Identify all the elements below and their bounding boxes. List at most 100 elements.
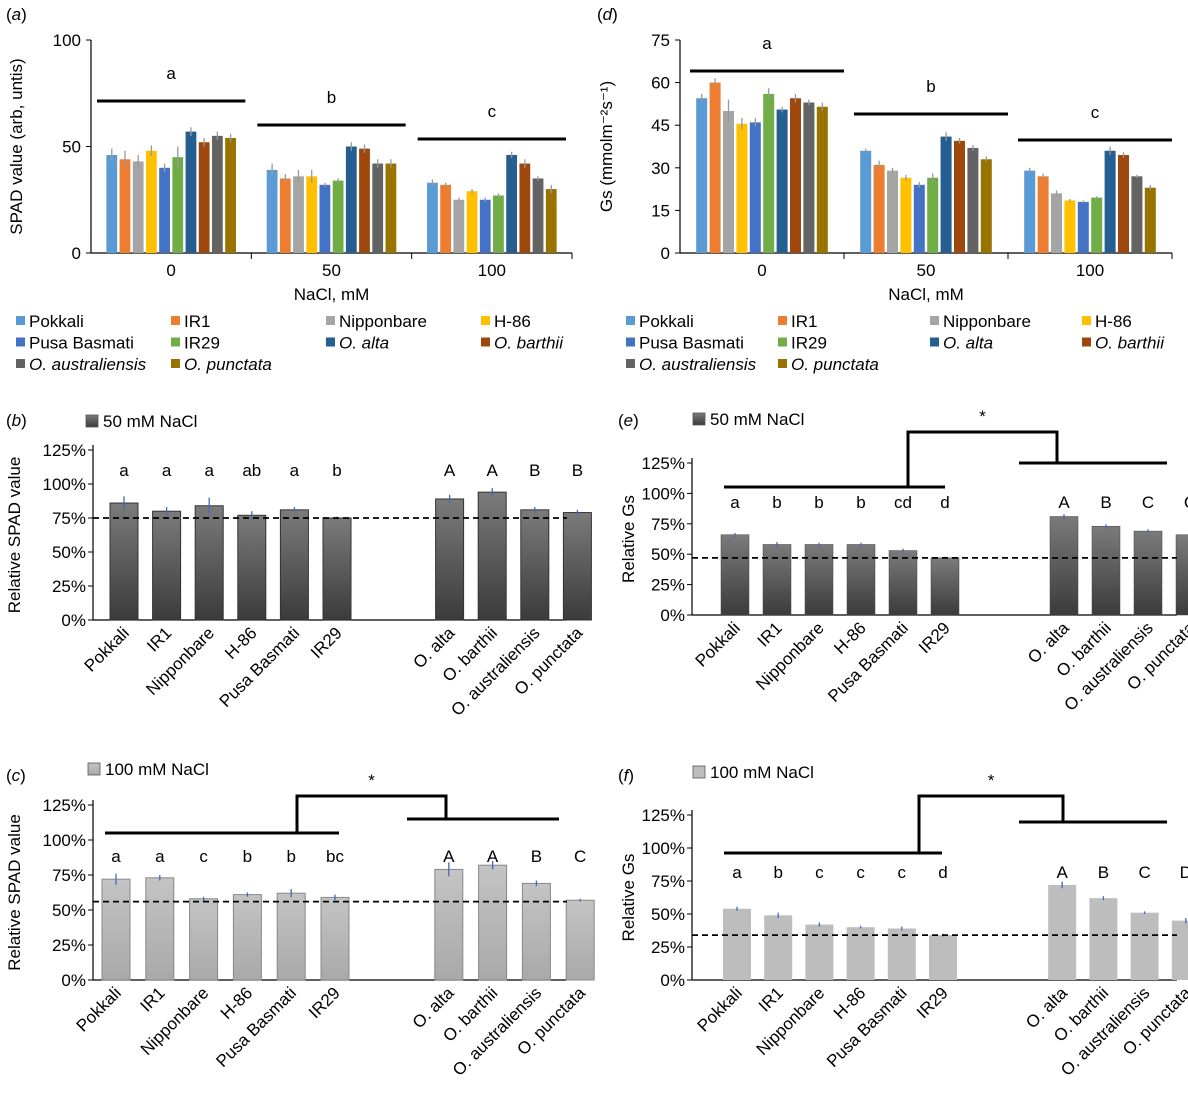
bar — [266, 169, 278, 253]
legend-swatch — [16, 316, 25, 325]
group-letter: c — [488, 102, 497, 121]
x-tick-label: H-86 — [217, 983, 256, 1022]
legend-swatch — [85, 414, 99, 428]
bar — [967, 147, 979, 253]
significance-letter: C — [1184, 493, 1188, 512]
bar — [132, 161, 144, 253]
bar — [359, 148, 370, 253]
bar — [980, 159, 992, 253]
y-tick-label: 75% — [52, 866, 86, 885]
x-tick-label: Pokkali — [692, 618, 744, 670]
significance-letter: a — [204, 461, 214, 480]
significance-letter: b — [856, 493, 865, 512]
y-tick-label: 50% — [52, 901, 86, 920]
y-tick-label: 125% — [642, 454, 685, 473]
chart-c: (c) 100 mM NaCl 0% 25% 50% 75% 100% 125% Relativ… — [5, 760, 595, 1080]
y-tick-label: 25% — [651, 576, 685, 595]
significance-letter: d — [940, 493, 949, 512]
bar — [723, 908, 751, 980]
x-tick-label: 0 — [757, 261, 766, 280]
bar — [385, 163, 397, 253]
significance-star: * — [979, 407, 986, 426]
legend-swatch — [626, 337, 635, 347]
significance-letter: b — [773, 863, 782, 882]
x-tick-label: 100 — [1076, 261, 1104, 280]
x-tick-label: IR29 — [305, 983, 344, 1022]
legend-entry: IR29 — [184, 334, 220, 353]
legend-swatch — [692, 765, 706, 779]
significance-letter: cd — [894, 493, 912, 512]
significance-letter: c — [856, 863, 865, 882]
bar — [276, 892, 306, 981]
bar — [434, 868, 464, 981]
x-tick-label: 50 — [322, 261, 341, 280]
x-tick-label: Pusa Basmati — [212, 983, 300, 1071]
y-tick-label: 50% — [651, 545, 685, 564]
significance-bracket — [295, 794, 448, 833]
significance-letter: B — [1100, 493, 1111, 512]
bar — [194, 505, 224, 621]
significance-letter: b — [332, 461, 341, 480]
bar — [749, 122, 761, 253]
y-tick-label: 100% — [642, 839, 685, 858]
significance-letter: A — [443, 847, 455, 866]
bar — [803, 102, 815, 253]
bar — [1048, 884, 1077, 980]
y-tick-label: 0% — [660, 971, 685, 990]
legend-swatch — [16, 359, 25, 368]
y-tick-label: 45 — [651, 116, 670, 135]
y-tick-label: 15 — [651, 201, 670, 220]
bar — [345, 146, 357, 253]
significance-letter: a — [290, 461, 300, 480]
bar — [440, 184, 452, 253]
x-tick-label: Pokkali — [694, 983, 746, 1035]
y-tick-label: 75 — [651, 31, 670, 50]
bar — [159, 167, 170, 253]
significance-letter: ab — [242, 461, 261, 480]
bar — [1133, 530, 1163, 616]
y-tick-label: 0 — [72, 244, 81, 263]
significance-letter: b — [286, 847, 295, 866]
bar — [1131, 176, 1143, 253]
bar — [532, 178, 544, 253]
y-axis-label: SPAD value (arb, untis) — [7, 58, 26, 234]
legend-entry: O. punctata — [791, 355, 879, 374]
legend-entry: 50 mM NaCl — [710, 410, 804, 429]
x-tick-label: IR1 — [143, 623, 175, 655]
legend-entry: Pusa Basmati — [639, 334, 744, 353]
significance-letter: b — [814, 493, 823, 512]
legend-entry: IR1 — [791, 312, 817, 331]
bar — [152, 510, 182, 621]
significance-letter: a — [119, 461, 129, 480]
bar — [723, 111, 734, 253]
bar — [320, 896, 350, 981]
bar — [954, 140, 965, 253]
chart-f: (f) 100 mM NaCl 0% 25% 50% 75% 100% 125% Relativ… — [618, 763, 1188, 1080]
bar — [519, 163, 531, 253]
bar — [1077, 201, 1089, 253]
bar — [279, 509, 309, 621]
group-letter: a — [166, 64, 176, 83]
bar — [790, 98, 801, 253]
bar — [940, 136, 952, 253]
y-tick-label: 25% — [651, 938, 685, 957]
y-tick-label: 75% — [52, 509, 86, 528]
significance-letter: bc — [326, 847, 344, 866]
bar — [1051, 193, 1062, 253]
significance-letter: C — [1138, 863, 1150, 882]
legend-entry: IR1 — [184, 312, 210, 331]
significance-letter: B — [1098, 863, 1109, 882]
y-tick-label: 30 — [651, 159, 670, 178]
y-axis-label: Gs (mmolm⁻²s⁻¹) — [597, 81, 616, 212]
bar — [1049, 516, 1079, 616]
significance-letter: B — [529, 461, 540, 480]
bar — [805, 924, 834, 980]
y-axis-label: Relative Gs — [619, 854, 638, 942]
legend-entry: O. alta — [943, 334, 993, 353]
significance-letter: b — [772, 493, 781, 512]
legend-entry: O. barthii — [494, 334, 564, 353]
y-tick-label: 100% — [43, 831, 86, 850]
legend-swatch — [16, 337, 25, 347]
x-tick-label: Pokkali — [81, 623, 133, 675]
legend-swatch — [1082, 337, 1091, 347]
